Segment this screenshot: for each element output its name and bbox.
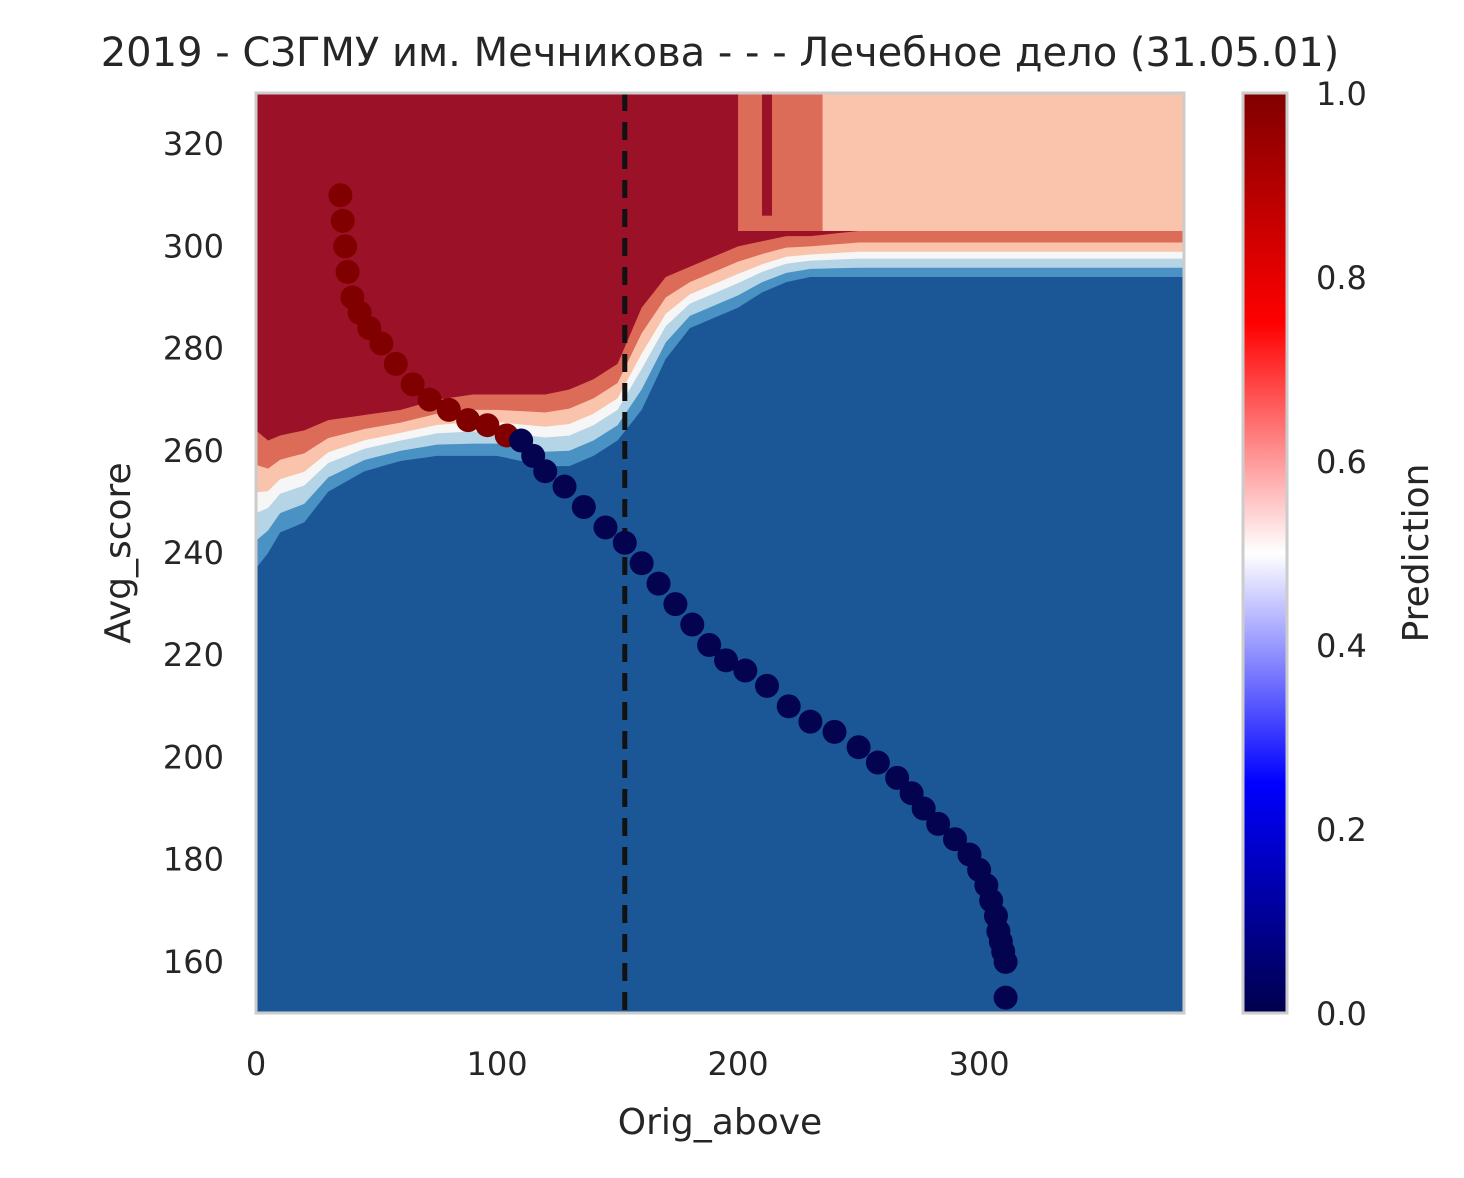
scatter-point [533, 459, 558, 484]
chart-title: 2019 - СЗГМУ им. Мечникова - - - Лечебно… [101, 30, 1340, 76]
scatter-point [911, 796, 936, 821]
y-axis-label: Avg_score [98, 462, 139, 643]
scatter-point [776, 694, 801, 719]
scatter-point [593, 515, 618, 540]
y-tick-label: 180 [163, 841, 224, 879]
scatter-point [943, 827, 968, 852]
scatter-point [552, 474, 577, 499]
y-tick-label: 240 [163, 534, 224, 572]
scatter-point [926, 811, 951, 836]
contour-top-right-region [822, 93, 1184, 231]
scatter-point [865, 750, 890, 775]
scatter-point [663, 592, 688, 617]
contour-mid-strip-region [738, 93, 823, 231]
colorbar [1241, 91, 1289, 1015]
colorbar-tick-label: 0.6 [1316, 443, 1367, 481]
colorbar-tick-label: 0.0 [1316, 995, 1367, 1033]
contour-thin-stripe [762, 93, 773, 216]
scatter-point [475, 413, 500, 438]
scatter-point [436, 397, 461, 422]
scatter-point [885, 765, 910, 790]
scatter-point [755, 673, 780, 698]
y-axis-ticks: 160 180 200 220 240 260 280 300 320 [163, 125, 224, 981]
x-axis-label: Orig_above [618, 1102, 822, 1143]
scatter-point [369, 331, 394, 356]
scatter-point [822, 719, 847, 744]
x-tick-label: 100 [466, 1045, 527, 1083]
scatter-point [571, 495, 596, 519]
scatter-point [612, 530, 637, 555]
colorbar-tick-label: 0.8 [1316, 259, 1367, 297]
y-tick-label: 260 [163, 432, 224, 470]
y-tick-label: 200 [163, 738, 224, 776]
y-tick-label: 280 [163, 330, 224, 368]
scatter-point [733, 658, 758, 683]
scatter-point [993, 985, 1018, 1010]
colorbar-tick-label: 0.4 [1316, 627, 1367, 665]
prediction-contour-background [256, 93, 1184, 1013]
colorbar-tick-label: 0.2 [1316, 811, 1367, 849]
x-tick-label: 300 [949, 1045, 1010, 1083]
scatter-point [993, 949, 1018, 974]
scatter-point [400, 372, 425, 397]
scatter-point [846, 735, 871, 760]
colorbar-tick-label: 1.0 [1316, 75, 1367, 113]
scatter-points [328, 183, 1018, 1010]
scatter-point [714, 648, 739, 673]
scatter-point [680, 612, 705, 637]
y-tick-label: 300 [163, 227, 224, 265]
scatter-point [330, 208, 355, 233]
scatter-point [328, 183, 353, 208]
x-tick-label: 0 [246, 1045, 266, 1083]
scatter-point [697, 633, 722, 657]
scatter-point [333, 234, 358, 259]
colorbar-ticks: 0.0 0.2 0.4 0.6 0.8 1.0 [1316, 75, 1367, 1033]
scatter-point [798, 709, 823, 734]
y-tick-label: 160 [163, 943, 224, 981]
scatter-point [335, 259, 360, 284]
plot-frame [254, 91, 1186, 1015]
y-tick-label: 320 [163, 125, 224, 163]
x-axis-ticks: 0 100 200 300 [246, 1045, 1010, 1083]
scatter-point [417, 387, 442, 412]
scatter-point [383, 351, 408, 376]
x-tick-label: 200 [708, 1045, 769, 1083]
scatter-point [629, 551, 654, 576]
scatter-point [646, 571, 671, 596]
y-tick-label: 220 [163, 636, 224, 674]
scatter-point [456, 408, 481, 433]
colorbar-label: Prediction [1396, 464, 1437, 643]
